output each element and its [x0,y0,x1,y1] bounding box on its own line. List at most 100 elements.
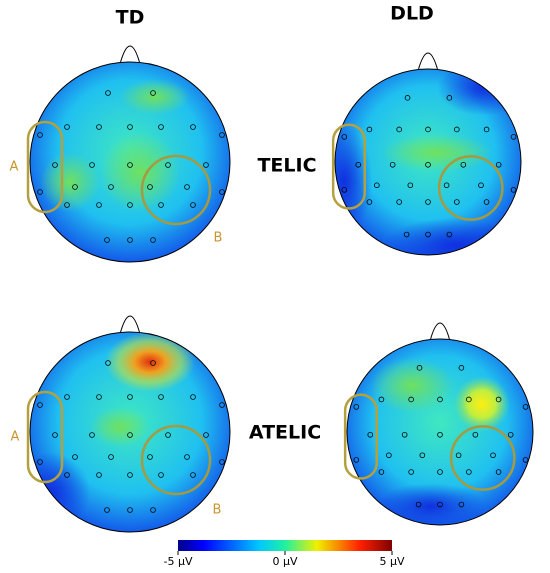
electrode [454,126,460,133]
electrode [150,360,156,366]
electrode [158,202,164,208]
electrode [378,469,385,475]
electrode [425,199,431,205]
electrode [190,202,196,208]
electrode [437,469,443,475]
map-blob [374,483,487,525]
electrode [510,187,517,193]
scalp-map [26,45,231,263]
electrode [353,457,360,463]
electrode [355,161,362,168]
colorbar-tick-label: 0 μV [272,555,297,568]
electrode [408,396,414,403]
electrode [108,454,114,460]
electrode [367,431,374,438]
electrode [127,162,133,168]
electrode [425,126,431,133]
map-blob [381,134,494,172]
electrode [104,507,110,513]
head-outline [334,68,522,256]
colorbar-tick-label: -5 μV [164,555,193,568]
head-outline [346,338,534,526]
region-label: A [11,430,20,445]
electrode [446,95,453,101]
column-label: TD [116,7,145,29]
electrode [37,132,43,138]
map-fill [335,69,521,255]
electrode [522,457,529,463]
map-blob [100,132,180,212]
map-blob [105,332,195,392]
electrode [437,501,443,508]
electrode [105,90,111,96]
electrode [147,454,153,460]
electrode [127,394,133,400]
region-a [26,390,64,484]
electrode [127,432,133,438]
electrode [158,472,164,478]
electrode [127,472,133,478]
scalp-map [343,322,534,526]
region-a [343,393,379,480]
electrode [52,432,58,438]
electrode [158,394,164,400]
region-b [449,425,516,491]
electrode [184,454,190,460]
electrode [104,237,110,243]
electrode [96,472,102,478]
map-fill [30,62,230,262]
electrode [190,472,196,478]
electrode [455,452,462,459]
region-b [140,424,212,496]
electrode [96,202,102,208]
row-label: TELIC [257,155,316,177]
electrode [437,431,443,438]
electrode [495,161,502,168]
electrode [454,199,460,205]
electrode [483,126,490,133]
electrode [37,459,43,465]
electrode [64,394,70,400]
electrode [478,182,484,189]
electrode [150,237,156,243]
electrode [127,507,133,513]
electrode [37,189,43,195]
electrode [415,501,422,508]
electrode [108,184,114,190]
electrode [203,162,209,168]
electrode [507,431,514,438]
column-label: DLD [390,3,434,25]
electrode [165,162,171,168]
electrode [64,202,70,208]
electrode [407,182,414,189]
electrode [190,394,196,400]
electrode [165,432,171,438]
map-blob [453,376,510,432]
electrode [404,95,411,101]
electrode [401,431,408,438]
electrode [374,182,380,189]
electrode [219,402,225,408]
nose [417,52,439,72]
electrode [353,404,360,410]
electrode [416,365,423,371]
colorbar-tick-label: 5 μV [379,555,404,568]
electrode [472,431,479,438]
map-blob [120,79,190,115]
electrode [446,231,453,238]
scalp-map [331,52,522,256]
electrode [89,162,95,168]
electrode [386,452,392,459]
electrode [458,365,465,371]
electrode [366,126,373,133]
electrode [219,132,225,138]
electrode [150,507,156,513]
region-b [140,154,212,226]
nose [119,315,141,335]
electrode [495,469,502,475]
electrode [127,202,133,208]
electrode [522,404,529,410]
electrode [150,90,156,96]
electrode [483,199,490,205]
